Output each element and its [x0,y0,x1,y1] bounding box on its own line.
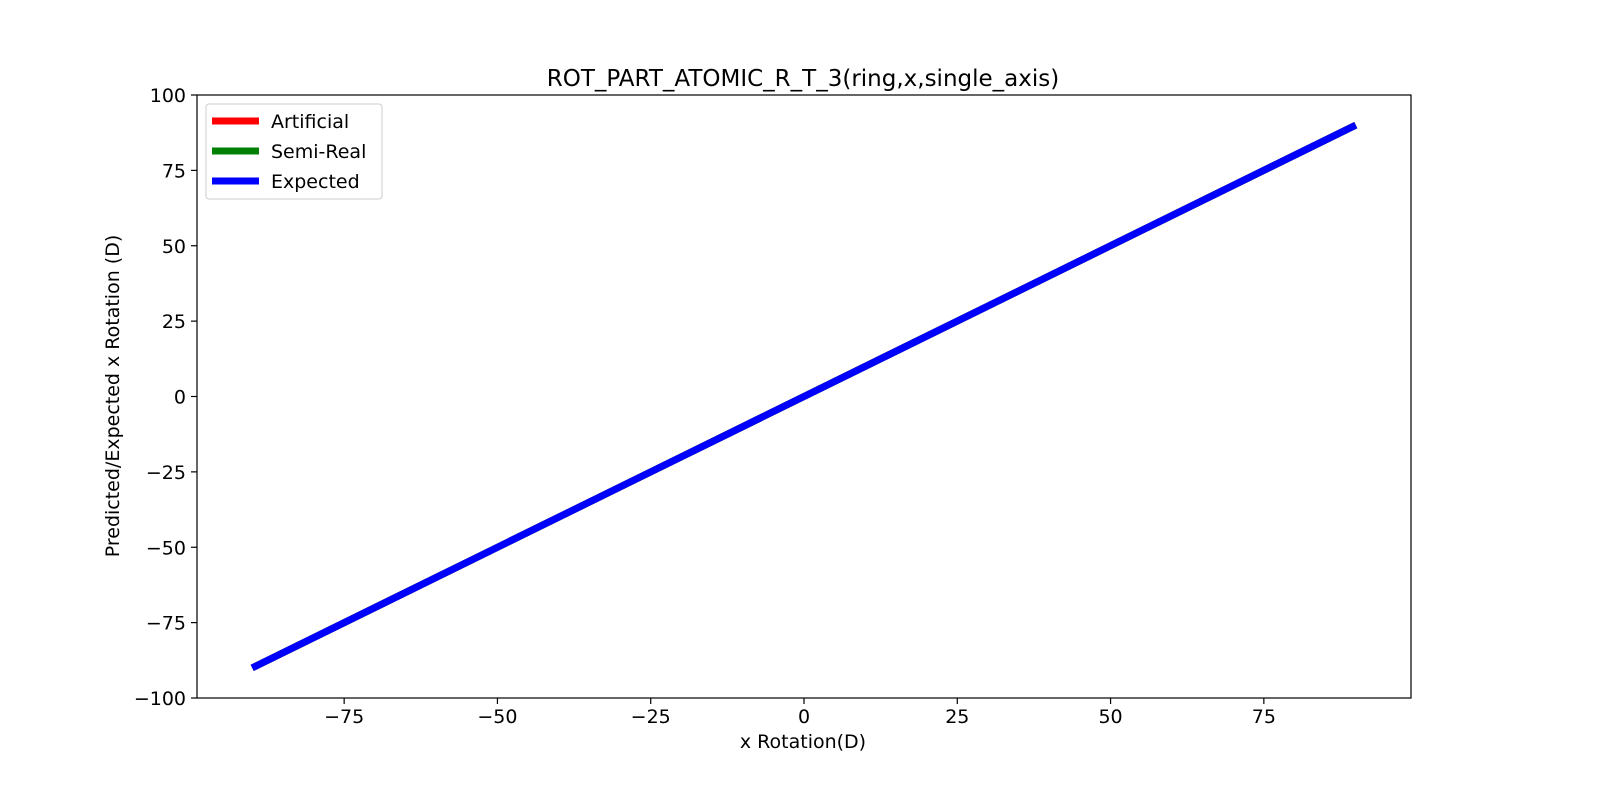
y-tick-label: −75 [146,613,186,635]
legend-label-artificial: Artificial [271,111,349,133]
x-tick-label: 0 [798,706,810,728]
chart-title: ROT_PART_ATOMIC_R_T_3(ring,x,single_axis… [547,66,1059,92]
y-axis: 100 75 50 25 0 −25 −50 −75 −100 [134,85,197,710]
x-tick-label: −50 [477,706,517,728]
series-line-expected [250,121,1358,672]
legend: Artificial Semi-Real Expected [205,103,383,200]
y-tick-label: 100 [150,85,186,107]
y-tick-label: −25 [146,462,186,484]
x-axis-label: x Rotation(D) [740,731,866,753]
y-tick-label: −100 [134,688,186,710]
x-tick-label: 25 [945,706,969,728]
legend-label-semi-real: Semi-Real [271,141,366,163]
legend-items: Artificial Semi-Real Expected [212,111,366,193]
legend-label-expected: Expected [271,171,360,193]
y-tick-label: 75 [162,160,186,182]
x-axis: −75 −50 −25 0 25 50 75 [324,698,1276,728]
y-axis-label: Predicted/Expected x Rotation (D) [102,235,124,558]
series-layer [250,121,1358,672]
x-tick-label: −25 [631,706,671,728]
x-tick-label: 50 [1098,706,1122,728]
y-tick-label: 50 [162,236,186,258]
x-tick-label: 75 [1252,706,1276,728]
plot-area [196,94,1412,699]
y-tick-label: 25 [162,311,186,333]
legend-box [205,103,383,200]
y-tick-label: 0 [174,387,186,409]
x-tick-label: −75 [324,706,364,728]
y-tick-label: −50 [146,537,186,559]
